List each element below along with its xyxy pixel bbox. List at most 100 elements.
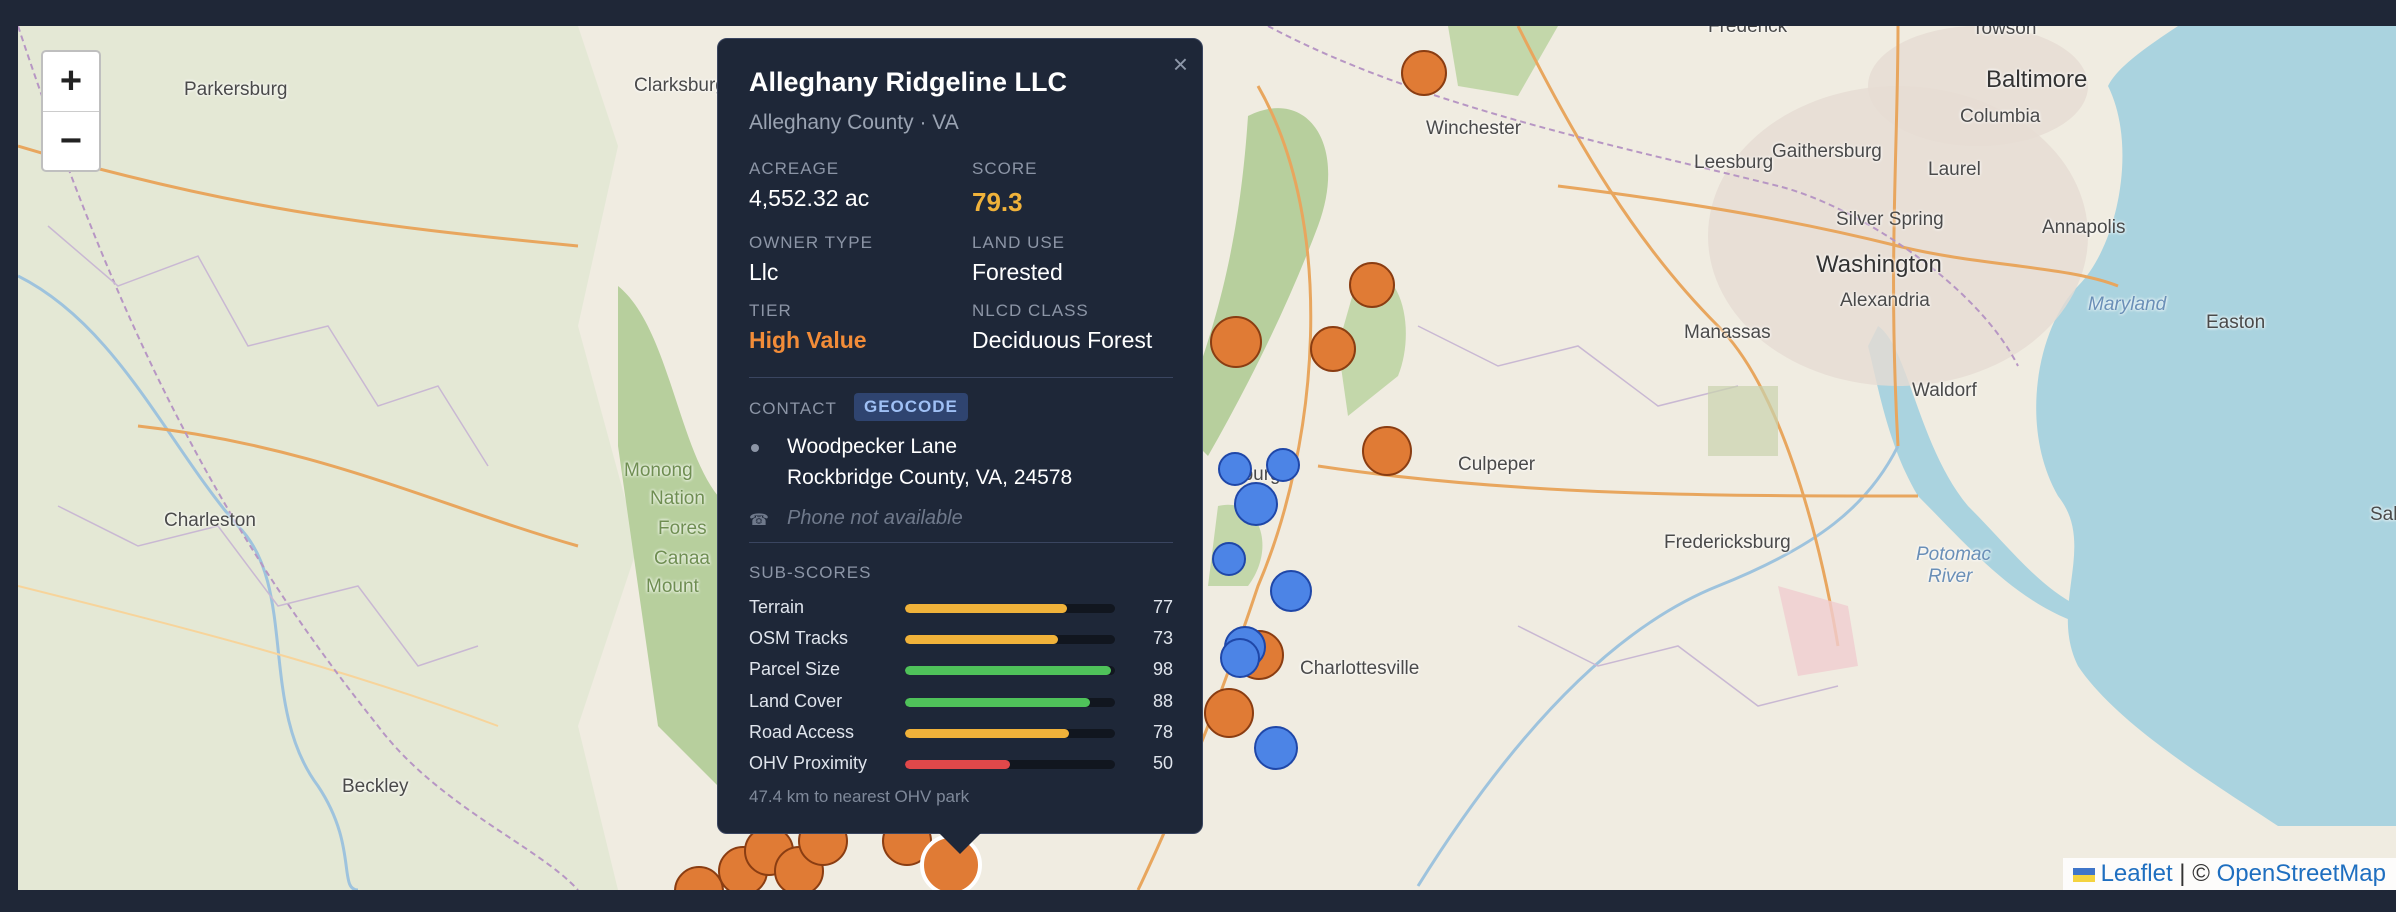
subscore-row: Terrain 77 [749,595,1173,623]
subscore-value: 88 [1152,691,1173,711]
place-label: Culpeper [1458,454,1536,475]
subscore-value: 77 [1152,597,1173,617]
parcel-marker[interactable] [1234,482,1278,526]
subscore-row: OSM Tracks 73 [749,626,1173,654]
subscore-name: Parcel Size [749,659,841,679]
map-attribution: Leaflet | © OpenStreetMap [2062,858,2396,890]
subscore-row: Road Access 78 [749,720,1173,748]
subscore-name: Terrain [749,597,805,617]
divider [749,542,1173,543]
acreage-value: 4,552.32 ac [749,185,870,211]
place-label: Fores [658,518,707,539]
phone-value: Phone not available [787,507,963,529]
place-label: Silver Spring [1836,209,1944,230]
place-label: Winchester [1426,118,1522,139]
subscore-name: OHV Proximity [749,753,868,773]
parcel-marker[interactable] [1254,726,1298,770]
map-basemap [18,26,2396,890]
place-label: Nation [650,488,705,509]
tier-value: High Value [749,327,867,353]
divider [749,377,1173,378]
place-label: Clarksburg [634,75,726,96]
place-label: River [1928,566,1973,587]
parcel-marker[interactable] [1401,50,1447,96]
address-line-2: Rockbridge County, VA, 24578 [787,466,1073,489]
zoom-in-button[interactable]: + [43,52,99,112]
place-label: Charlottesville [1300,658,1420,679]
close-icon[interactable]: × [1172,49,1188,79]
subscore-bar [905,698,1115,707]
place-label: Laurel [1928,159,1981,180]
place-label: Beckley [342,776,409,797]
parcel-popup: × Alleghany Ridgeline LLC Alleghany Coun… [717,38,1203,834]
address-bullet-icon [751,444,759,452]
place-label: Manassas [1684,322,1771,343]
subscore-row: Land Cover 88 [749,689,1173,717]
parcel-marker[interactable] [1362,426,1412,476]
left-bar [0,26,18,890]
parcel-marker[interactable] [1220,638,1260,678]
subscore-bar [905,635,1115,644]
owner-type-value: Llc [749,259,779,285]
place-label: Fredericksburg [1664,532,1791,553]
owner-type-label: OWNER TYPE [749,233,873,252]
subscore-name: OSM Tracks [749,628,849,648]
phone-icon: ☎ [749,512,769,529]
place-label: Annapolis [2042,217,2126,238]
parcel-marker[interactable] [1218,452,1252,486]
place-label: Parkersburg [184,79,288,100]
osm-link[interactable]: OpenStreetMap [2216,860,2386,887]
subscore-bar-fill [905,604,1067,613]
parcel-marker[interactable] [1204,688,1254,738]
place-label: Waldorf [1912,380,1977,401]
place-label: Maryland [2088,294,2167,315]
place-label: Baltimore [1986,66,2088,93]
parcel-marker[interactable] [1310,326,1356,372]
place-label: Towson [1972,26,2037,39]
subscore-bar-fill [905,760,1010,769]
place-label: Gaithersburg [1772,141,1882,162]
place-label: Washington [1816,251,1942,278]
map-view[interactable]: Parkersburg Clarksburg Winchester Baltim… [18,26,2396,890]
parcel-marker[interactable] [1270,570,1312,612]
place-label: Alexandria [1840,290,1930,311]
parcel-marker[interactable] [1266,448,1300,482]
acreage-label: ACREAGE [749,159,840,178]
subscore-value: 50 [1152,753,1173,773]
place-label: Easton [2206,312,2266,333]
popup-tip [938,832,982,854]
nlcd-label: NLCD CLASS [972,301,1089,320]
parcel-marker[interactable] [1349,262,1395,308]
parcel-marker[interactable] [1212,542,1246,576]
subscore-value: 98 [1152,659,1173,679]
contact-label: CONTACT [749,399,837,418]
subscore-bar [905,666,1115,675]
geocode-badge: GEOCODE [854,393,968,421]
address-line-1: Woodpecker Lane [787,435,958,458]
place-label: Frederick [1708,26,1788,37]
land-use-label: LAND USE [972,233,1066,252]
place-label: Potomac [1916,544,1991,565]
nlcd-value: Deciduous Forest [972,327,1153,353]
place-label: Mount [646,576,699,597]
subscore-bar-fill [905,666,1111,675]
place-label: Canaa [654,548,710,569]
place-label: Monong [624,460,693,481]
subscore-value: 78 [1152,722,1173,742]
ohv-distance-note: 47.4 km to nearest OHV park [749,787,970,806]
leaflet-link[interactable]: Leaflet [2100,860,2173,887]
top-bar [0,0,2396,26]
place-label: Charleston [164,510,256,531]
parcel-marker[interactable] [1210,316,1262,368]
subscore-bar [905,604,1115,613]
subscore-bar [905,729,1115,738]
place-label: Leesburg [1694,152,1774,173]
zoom-out-button[interactable]: − [59,120,83,162]
place-label: Sal [2370,504,2396,525]
popup-subtitle: Alleghany County · VA [749,111,959,134]
bottom-bar [0,890,2396,912]
zoom-control: + − [41,50,101,172]
attribution-separator: | © [2172,860,2217,887]
subscore-name: Road Access [749,722,855,742]
score-value: 79.3 [972,187,1023,217]
